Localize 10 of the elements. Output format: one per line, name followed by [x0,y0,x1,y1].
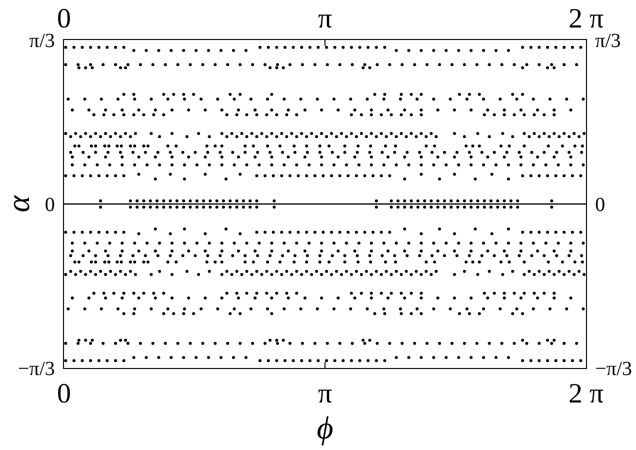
x2-tick-label: 2 π [568,378,604,410]
y2-tick-label: −π/3 [595,358,632,380]
x-axis-title: ϕ [316,410,334,446]
y2-tick-label: 0 [595,194,606,216]
x2-tick-label: π [318,378,332,410]
y-tick-label: 0 [44,194,55,216]
y-axis-title: α [0,194,36,212]
y-tick-label: −π/3 [18,358,55,380]
y-tick-label: π/3 [29,30,55,52]
x-tick-label: π [318,4,332,35]
